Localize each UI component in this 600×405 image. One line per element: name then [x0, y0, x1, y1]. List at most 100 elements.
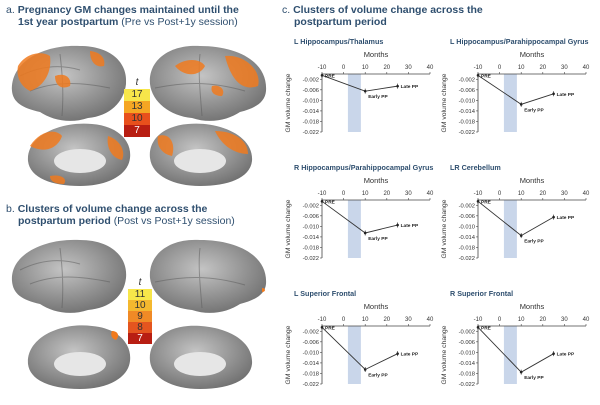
- colorbar-a-tick: 13: [124, 101, 150, 113]
- data-point: [552, 92, 555, 96]
- y-tick-label: -0.002: [459, 203, 475, 209]
- y-tick-label: -0.006: [303, 88, 319, 94]
- y-tick-label: -0.010: [459, 224, 475, 230]
- x-tick-label: 0: [342, 317, 346, 323]
- x-tick-label: 0: [342, 65, 346, 71]
- y-tick-label: -0.022: [303, 130, 319, 136]
- data-point: [320, 74, 324, 77]
- x-tick-label: 20: [383, 317, 390, 323]
- x-axis-label: Months: [364, 176, 389, 185]
- x-tick-label: 40: [583, 65, 590, 71]
- y-axis-label: GM volume change: [441, 199, 448, 258]
- data-point: [476, 326, 480, 329]
- y-tick-label: -0.022: [459, 130, 475, 136]
- brain-lateral-right-a: [149, 45, 267, 121]
- panel-c-title: c. Clusters of volume change across the …: [282, 4, 582, 28]
- y-tick-label: -0.002: [459, 77, 475, 83]
- data-point: [320, 326, 324, 329]
- x-tick-label: -10: [474, 191, 483, 197]
- colorbar-b-label: t: [138, 277, 142, 288]
- x-tick-label: 0: [498, 191, 502, 197]
- data-point: [396, 352, 399, 355]
- panel-a-brain-figure: [11, 45, 267, 186]
- y-tick-label: -0.018: [459, 245, 475, 251]
- y-tick-label: -0.014: [459, 361, 476, 367]
- data-point: [519, 103, 523, 106]
- chart-title: L Hippocampus/Parahippocampal Gyrus: [450, 37, 588, 46]
- brain-lateral-right-b: [149, 239, 267, 313]
- brain-lateral-left-b: [11, 239, 127, 313]
- data-label: Early PP: [368, 373, 388, 379]
- data-point: [519, 234, 523, 237]
- panel-a-title: a. Pregnancy GM changes maintained until…: [6, 4, 274, 28]
- data-label: PRE: [325, 325, 336, 331]
- panel-b-brain-figure: [11, 239, 267, 389]
- shade-region: [347, 326, 361, 384]
- x-tick-label: 30: [561, 317, 568, 323]
- y-tick-label: -0.014: [303, 235, 320, 241]
- x-tick-label: 30: [405, 65, 412, 71]
- x-tick-label: 20: [383, 191, 390, 197]
- y-tick-label: -0.018: [459, 371, 475, 377]
- x-tick-label: 40: [583, 317, 590, 323]
- x-tick-label: 40: [427, 317, 434, 323]
- panel-a-letter: a.: [6, 4, 15, 16]
- x-axis-label: Months: [520, 176, 545, 185]
- shade-region: [347, 74, 361, 132]
- x-tick-label: -10: [474, 65, 483, 71]
- data-label: PRE: [481, 199, 492, 205]
- x-axis-label: Months: [520, 50, 545, 59]
- brain-medial-right-b: [149, 325, 253, 389]
- data-label: Early PP: [524, 107, 544, 113]
- y-axis-label: GM volume change: [285, 325, 292, 384]
- y-tick-label: -0.018: [303, 371, 319, 377]
- data-label: Early PP: [368, 94, 388, 100]
- data-label: Early PP: [524, 239, 544, 245]
- shade-region: [503, 200, 517, 258]
- brain-medial-right-a: [149, 123, 253, 186]
- shade-region: [347, 200, 361, 258]
- x-tick-label: 0: [342, 191, 346, 197]
- y-tick-label: -0.002: [459, 329, 475, 335]
- data-label: Late PP: [557, 215, 575, 221]
- x-tick-label: 10: [518, 317, 525, 323]
- data-label: PRE: [325, 73, 336, 79]
- data-point: [320, 200, 324, 203]
- brain-lateral-left-a: [11, 45, 127, 121]
- y-tick-label: -0.006: [459, 88, 475, 94]
- x-tick-label: 0: [498, 317, 502, 323]
- x-tick-label: 10: [362, 191, 369, 197]
- colorbar-a-tick: 7: [124, 125, 150, 137]
- panel-b-title: b. Clusters of volume change across the …: [6, 203, 274, 227]
- panel-a-title-line1: Pregnancy GM changes maintained until th…: [17, 4, 239, 16]
- data-point: [363, 231, 367, 235]
- panel-c-title-line2: postpartum period: [294, 16, 387, 28]
- y-tick-label: -0.002: [303, 77, 319, 83]
- colorbar-b-tick: 10: [128, 300, 152, 311]
- x-axis-label: Months: [364, 302, 389, 311]
- data-point: [363, 368, 367, 371]
- data-point: [476, 200, 480, 203]
- x-tick-label: 40: [427, 191, 434, 197]
- y-tick-label: -0.022: [303, 382, 319, 388]
- colorbar-b-tick: 11: [128, 289, 152, 300]
- data-label: PRE: [325, 199, 336, 205]
- y-axis-label: GM volume change: [441, 73, 448, 132]
- y-tick-label: -0.014: [303, 361, 320, 367]
- y-tick-label: -0.006: [459, 214, 475, 220]
- y-tick-label: -0.014: [303, 109, 320, 115]
- shade-region: [503, 326, 517, 384]
- y-tick-label: -0.014: [459, 235, 476, 241]
- x-tick-label: 10: [362, 317, 369, 323]
- data-label: Late PP: [557, 92, 575, 98]
- panel-b-title-line1: Clusters of volume change across the: [17, 203, 208, 215]
- data-point: [519, 370, 523, 374]
- y-tick-label: -0.010: [459, 98, 475, 104]
- y-tick-label: -0.006: [303, 340, 319, 346]
- y-axis-label: GM volume change: [285, 199, 292, 258]
- x-tick-label: -10: [474, 317, 483, 323]
- panel-b-colorbar: t 11 10 9 8 7: [128, 277, 152, 344]
- colorbar-b-tick: 8: [128, 322, 152, 333]
- data-label: Early PP: [524, 375, 544, 381]
- panel-b-title-line2: postpartum period: [18, 215, 111, 227]
